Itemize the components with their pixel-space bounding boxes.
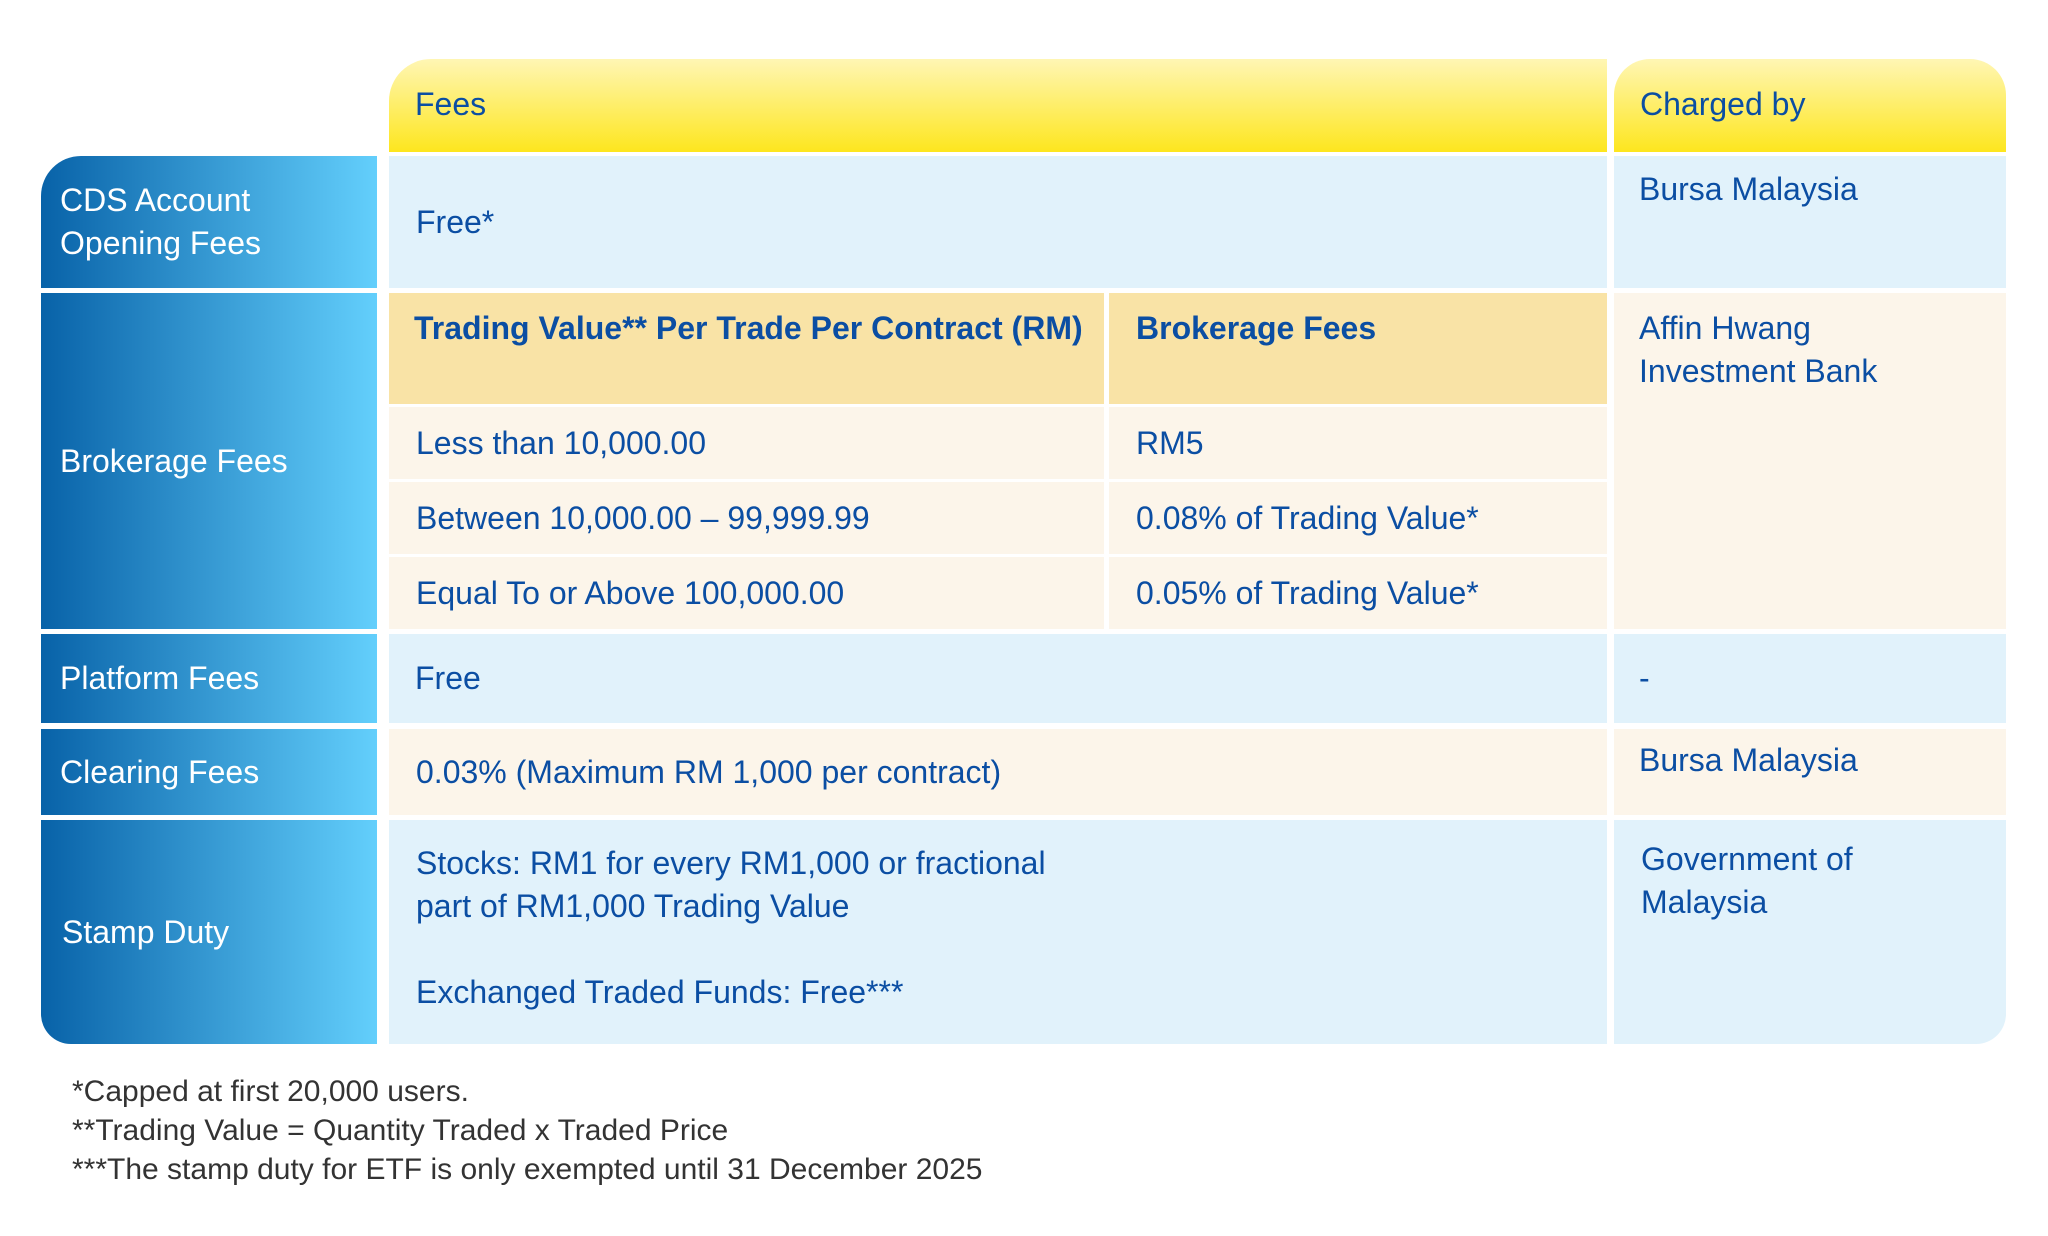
footnote: ***The stamp duty for ETF is only exempt… [72,1153,983,1186]
stamp-fee: Stocks: RM1 for every RM1,000 or fractio… [389,820,1607,1044]
label-brokerage-fees: Brokerage Fees [41,293,377,629]
cds-charged-by: Bursa Malaysia [1614,156,2006,288]
label-cds-account-opening-fees: CDS Account Opening Fees [41,156,377,288]
clearing-charged-by: Bursa Malaysia [1614,729,2006,815]
tier-fee: 0.08% of Trading Value* [1109,482,1607,554]
subheader-trading-value: Trading Value** Per Trade Per Contract (… [389,293,1104,404]
brokerage-charged-by: Affin Hwang Investment Bank [1614,293,2006,629]
footnote: *Capped at first 20,000 users. [72,1075,469,1108]
tier-range: Less than 10,000.00 [389,407,1104,479]
stamp-charged-by: Government of Malaysia [1614,820,2006,1044]
footnote: **Trading Value = Quantity Traded x Trad… [72,1114,729,1147]
clearing-fee: 0.03% (Maximum RM 1,000 per contract) [389,729,1607,815]
subheader-brokerage-fees: Brokerage Fees [1109,293,1607,404]
tier-fee: RM5 [1109,407,1607,479]
header-fees: Fees [389,59,1607,152]
tier-fee: 0.05% of Trading Value* [1109,557,1607,629]
label-stamp-duty: Stamp Duty [41,820,377,1044]
platform-fee: Free [389,634,1607,723]
stamp-fee-etf: Exchanged Traded Funds: Free*** [416,974,904,1010]
label-platform-fees: Platform Fees [41,634,377,723]
tier-range: Equal To or Above 100,000.00 [389,557,1104,629]
stamp-fee-stocks: Stocks: RM1 for every RM1,000 or fractio… [416,845,1046,924]
label-clearing-fees: Clearing Fees [41,729,377,815]
header-charged-by: Charged by [1614,59,2006,152]
tier-range: Between 10,000.00 – 99,999.99 [389,482,1104,554]
cds-fee: Free* [389,156,1607,288]
platform-charged-by: - [1614,634,2006,723]
